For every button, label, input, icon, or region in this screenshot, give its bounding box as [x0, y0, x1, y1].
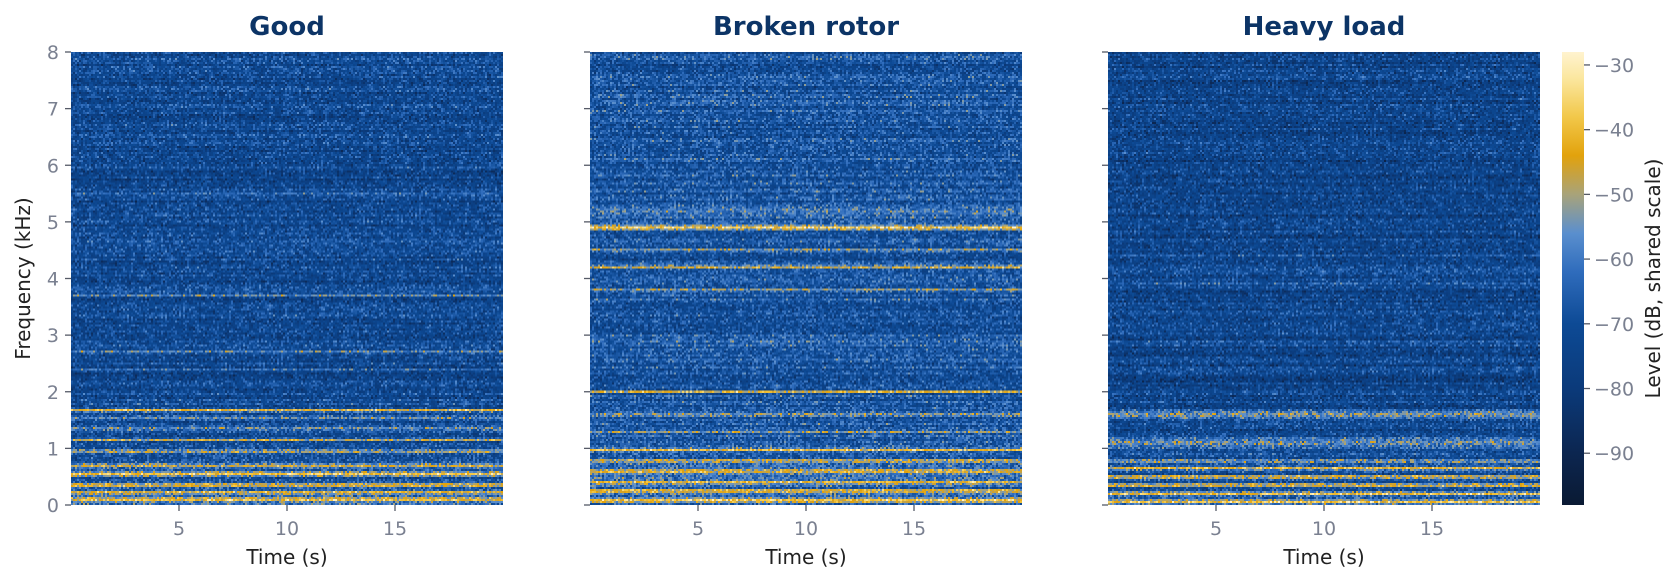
colorbar-gradient	[1562, 52, 1584, 505]
x-tick-label: 10	[794, 518, 818, 540]
x-tick-label: 5	[692, 518, 704, 540]
panel-title: Broken rotor	[713, 12, 899, 42]
y-tick-label: 6	[47, 155, 59, 177]
colorbar-label: Level (dB, shared scale)	[1641, 159, 1665, 399]
x-tick-label: 10	[275, 518, 299, 540]
y-axis-label: Frequency (kHz)	[11, 197, 35, 359]
panel-title: Good	[249, 12, 325, 42]
x-axis-label: Time (s)	[245, 545, 327, 569]
x-tick-label: 5	[1210, 518, 1222, 540]
colorbar-tick-label: −60	[1594, 249, 1634, 271]
x-tick-label: 5	[173, 518, 185, 540]
colorbar-tick-label: −30	[1594, 55, 1634, 77]
spectrogram-image	[71, 52, 503, 505]
y-tick-label: 5	[47, 212, 59, 234]
colorbar-tick-label: −90	[1594, 443, 1634, 465]
x-tick-label: 10	[1312, 518, 1336, 540]
y-tick-label: 3	[47, 325, 59, 347]
colorbar-tick-label: −70	[1594, 314, 1634, 336]
panel-heavy-load: Heavy load 5 10 15 Time (s)	[1102, 12, 1540, 569]
panel-title: Heavy load	[1243, 12, 1406, 42]
colorbar: −30 −40 −50 −60 −70 −80 −90 Level (dB, shared s…	[1562, 52, 1665, 505]
colorbar-tick-label: −50	[1594, 184, 1634, 206]
panel-broken-rotor: Broken rotor 5 10 15 Time (s)	[584, 12, 1022, 569]
x-axis-label: Time (s)	[1282, 545, 1364, 569]
y-tick-label: 8	[47, 42, 59, 64]
colorbar-tick-label: −80	[1594, 379, 1634, 401]
panel-good: Good 0 1 2 3 4 5 6 7 8 5 10 15 Time (s) Frequency (kHz…	[11, 12, 503, 569]
y-tick-label: 7	[47, 99, 59, 121]
y-tick-label: 4	[47, 269, 59, 291]
y-tick-label: 0	[47, 495, 59, 517]
spectrogram-image	[590, 52, 1022, 505]
y-tick-label: 1	[47, 438, 59, 460]
y-tick-label: 2	[47, 382, 59, 404]
spectrogram-image	[1108, 52, 1540, 505]
x-tick-label: 15	[383, 518, 407, 540]
x-tick-label: 15	[902, 518, 926, 540]
x-tick-label: 15	[1420, 518, 1444, 540]
x-axis-label: Time (s)	[764, 545, 846, 569]
colorbar-tick-label: −40	[1594, 120, 1634, 142]
